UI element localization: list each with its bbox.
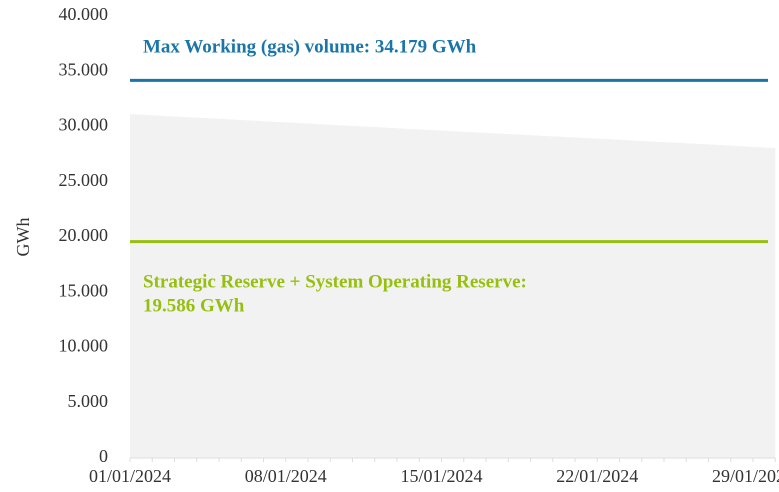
- x-tick-label: 29/01/2024: [712, 466, 779, 486]
- y-tick-label: 15.000: [59, 280, 109, 300]
- x-tick-label: 01/01/2024: [89, 466, 171, 486]
- y-tick-label: 0: [99, 446, 108, 466]
- y-axis-label: GWh: [13, 218, 33, 257]
- area: [130, 114, 776, 459]
- reference-label: 19.586 GWh: [143, 295, 245, 316]
- y-tick-label: 40.000: [59, 4, 109, 24]
- x-tick-label: 08/01/2024: [245, 466, 327, 486]
- y-tick-label: 35.000: [59, 59, 109, 79]
- y-tick-label: 30.000: [59, 115, 109, 135]
- x-tick-label: 15/01/2024: [400, 466, 482, 486]
- reference-label: Max Working (gas) volume: 34.179 GWh: [143, 36, 477, 57]
- y-tick-label: 10.000: [59, 336, 109, 356]
- x-tick-label: 22/01/2024: [556, 466, 638, 486]
- y-tick-label: 5.000: [68, 391, 109, 411]
- reference-label: Strategic Reserve + System Operating Res…: [143, 271, 527, 292]
- y-tick-label: 25.000: [59, 170, 109, 190]
- y-tick-label: 20.000: [59, 225, 109, 245]
